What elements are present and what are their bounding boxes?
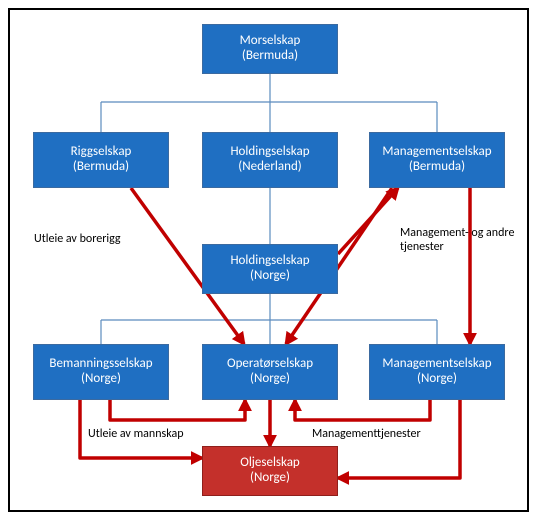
arrow-holding-no-to-mgmt-bm [338,188,398,254]
caption-mgmt-tjenester: Managementtjenester [312,427,421,441]
node-operator: Operatørselskap(Norge) [202,344,338,400]
node-rigg-label: Riggselskap(Bermuda) [71,145,132,175]
node-holding-nl-label: Holdingselskap(Nederland) [230,145,309,175]
node-holding-no-label: Holdingselskap(Norge) [230,254,309,284]
caption-utleie-borerigg: Utleie av borerigg [34,232,121,246]
caption-utleie-mannskap: Utleie av mannskap [88,427,184,441]
node-bemanning: Bemanningsselskap(Norge) [33,344,169,400]
arrow-bemanning-to-operator [110,400,245,420]
node-mgmt-bermuda: Managementselskap(Bermuda) [369,132,505,188]
node-operator-label: Operatørselskap(Norge) [227,357,313,387]
node-holding-nl: Holdingselskap(Nederland) [202,132,338,188]
node-oil-label: Oljeselskap(Norge) [240,456,300,486]
node-rigg: Riggselskap(Bermuda) [33,132,169,188]
node-holding-no: Holdingselskap(Norge) [202,244,338,294]
node-mgmt-no: Managementselskap(Norge) [369,344,505,400]
node-mgmt-bermuda-label: Managementselskap(Bermuda) [382,145,491,175]
node-parent: Morselskap(Bermuda) [202,24,338,74]
node-oil: Oljeselskap(Norge) [202,446,338,496]
arrow-mgmt-no-to-operator [295,400,430,420]
node-mgmt-no-label: Managementselskap(Norge) [382,357,491,387]
org-diagram: Morselskap(Bermuda) Riggselskap(Bermuda)… [8,8,529,512]
node-bemanning-label: Bemanningsselskap(Norge) [49,357,152,387]
caption-mgmt-andre: Management- og andre tjenester [400,226,520,255]
node-parent-label: Morselskap(Bermuda) [240,34,301,64]
